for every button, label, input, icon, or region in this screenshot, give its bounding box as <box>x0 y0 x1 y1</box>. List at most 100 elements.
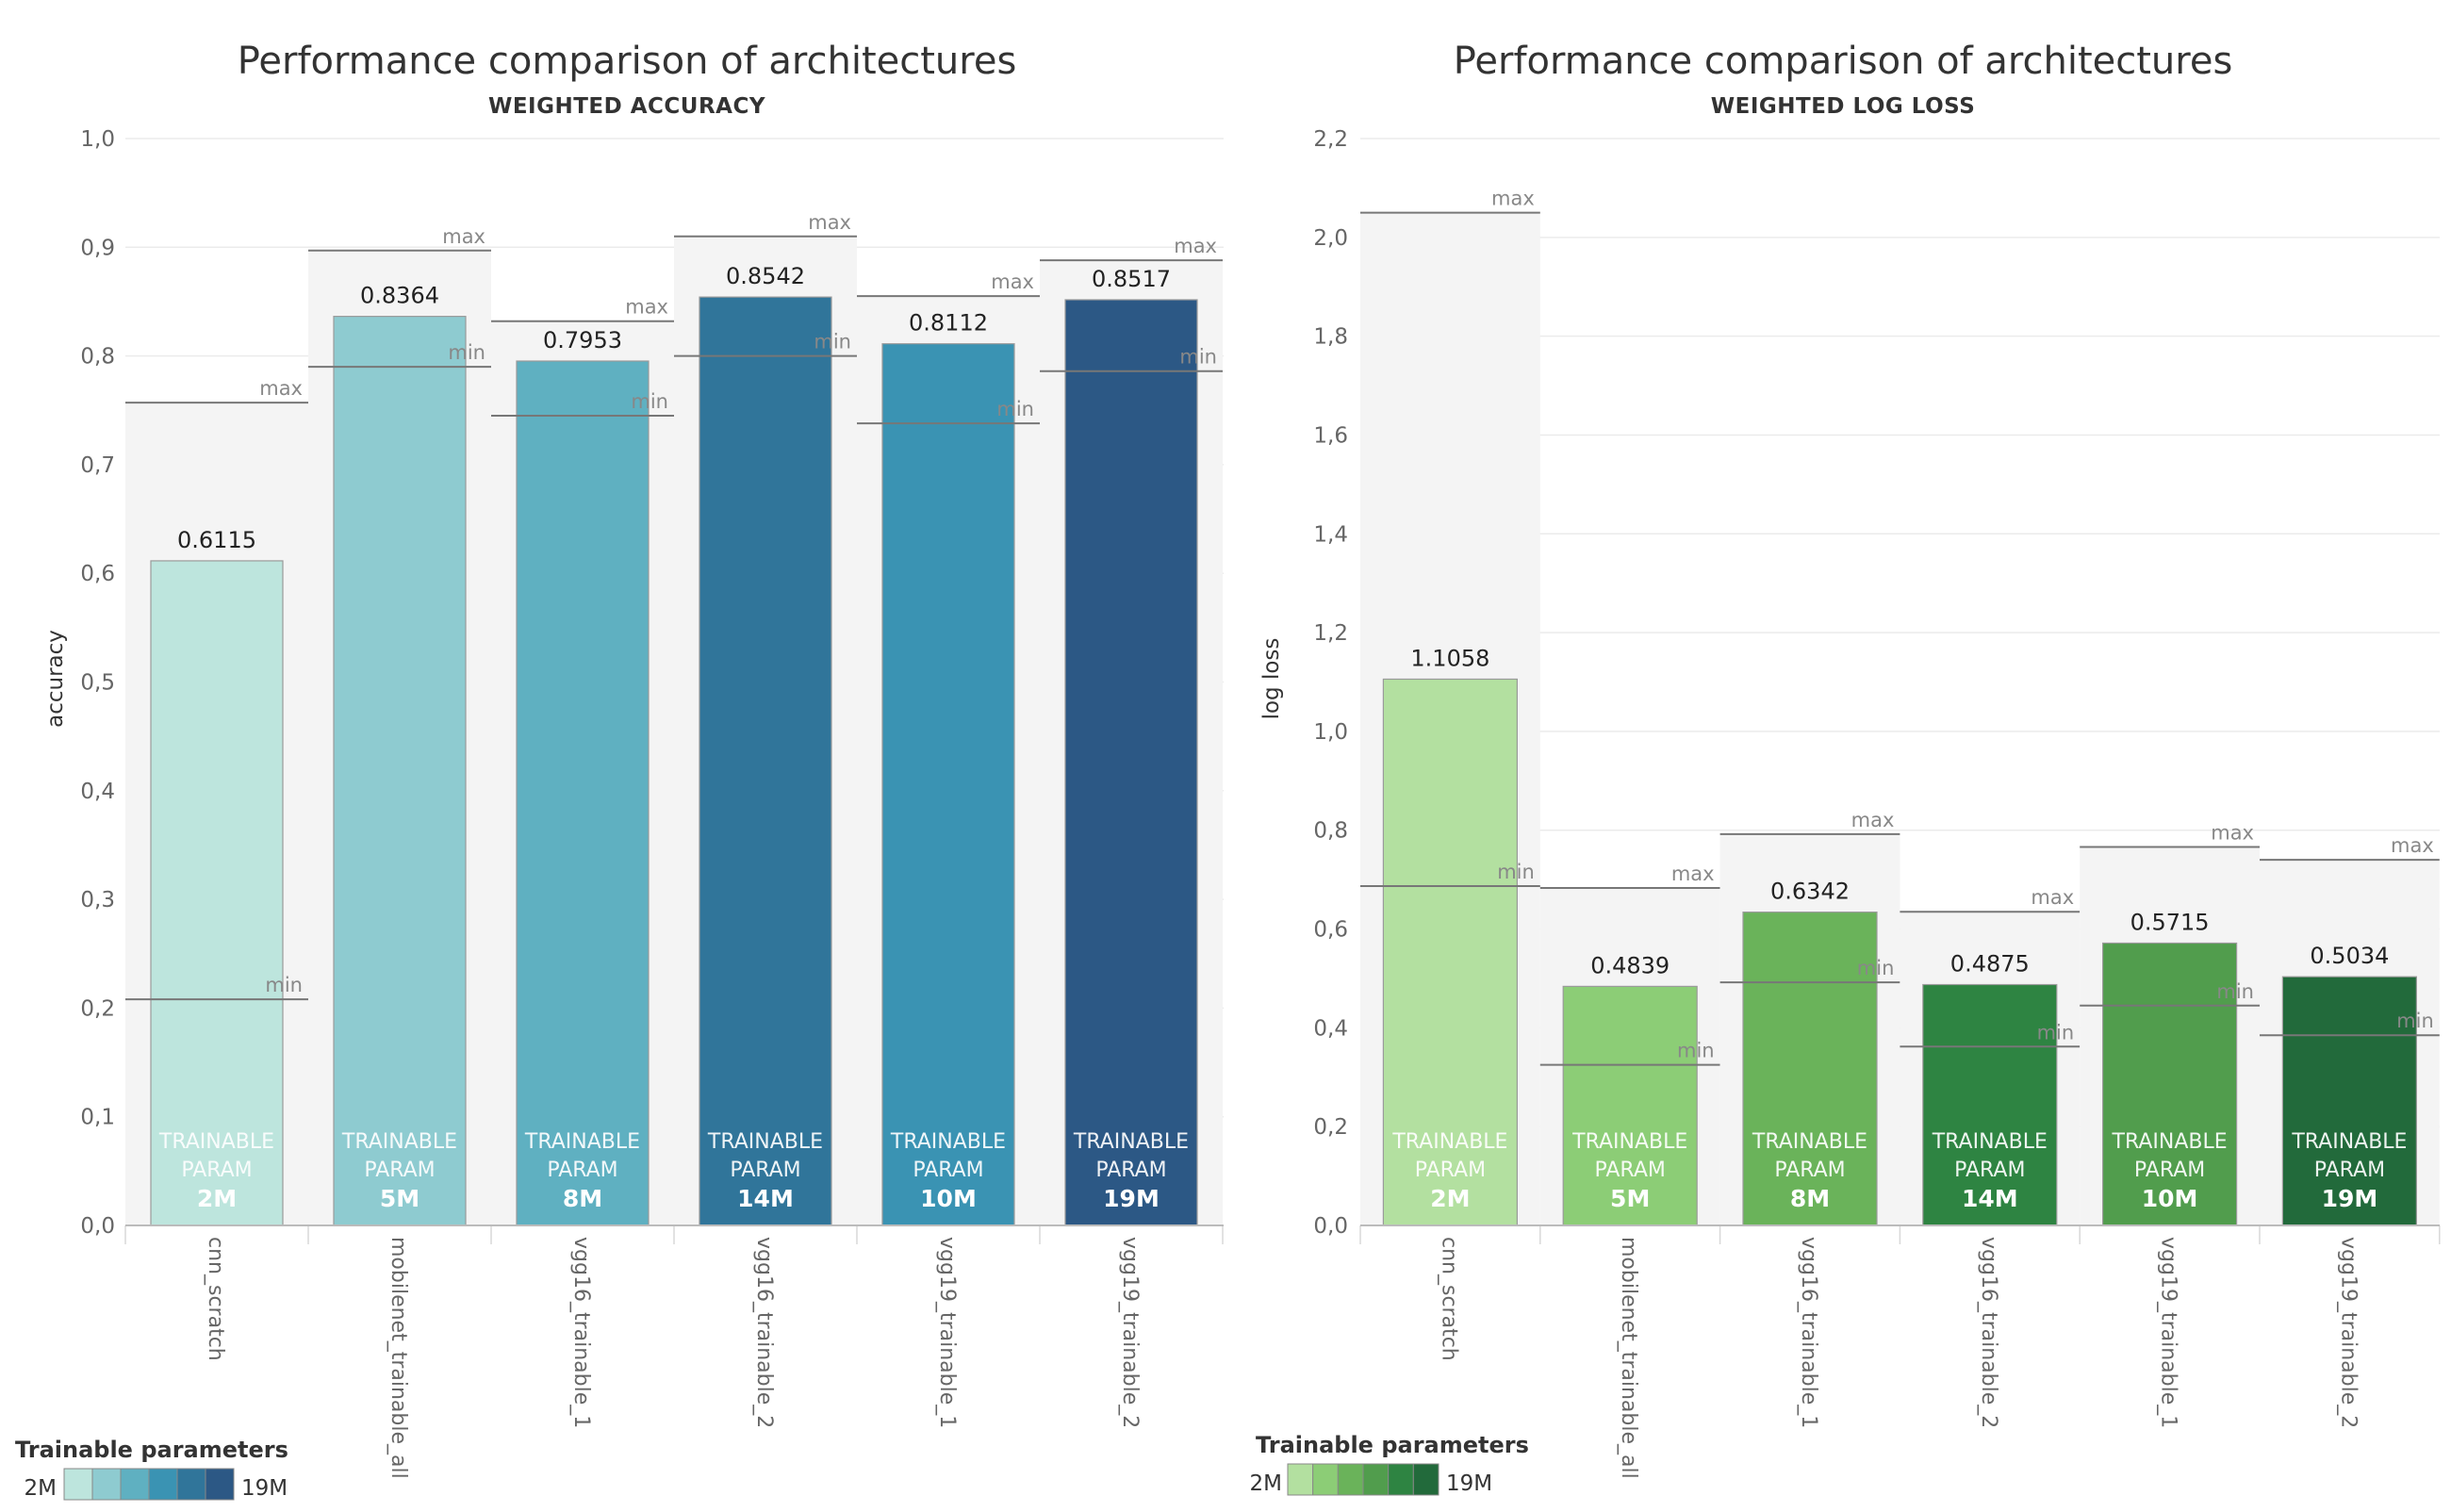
y-tick-label: 0,2 <box>80 996 115 1021</box>
legend-swatch <box>205 1468 235 1501</box>
y-tick-label: 1,4 <box>1313 522 1348 547</box>
min-label: min <box>1857 957 1895 979</box>
data-label: 0.8517 <box>1092 266 1171 292</box>
bar <box>2102 942 2238 1226</box>
min-label: min <box>2216 980 2254 1003</box>
x-axis-categories: cnn_scratch mobilenet_trainable_all vgg16_… <box>1437 1237 2360 1479</box>
bar <box>1064 299 1198 1226</box>
data-label: 0.8542 <box>726 263 805 289</box>
x-tick-label: vgg19_trainable_1 <box>2157 1237 2180 1428</box>
x-tick-label: mobilenet_trainable_all <box>1617 1237 1640 1479</box>
bar-inside-label: PARAM <box>1954 1159 2025 1182</box>
y-tick-label: 0,3 <box>80 888 115 912</box>
bar-inside-label: TRAINABLE <box>524 1130 640 1154</box>
x-tick-label: mobilenet_trainable_all <box>387 1237 410 1479</box>
y-tick-label: 0,8 <box>1313 819 1348 844</box>
max-label: max <box>1851 809 1895 831</box>
y-tick-label: 0,4 <box>80 780 115 804</box>
legend-min-label: 2M <box>25 1476 57 1501</box>
bar-param-value: 2M <box>1430 1185 1470 1212</box>
max-label: max <box>442 225 485 248</box>
data-label: 0.8112 <box>909 310 988 337</box>
bar-param-value: 14M <box>737 1185 794 1212</box>
bar-inside-label: PARAM <box>730 1159 800 1182</box>
bar-inside-label: PARAM <box>364 1159 435 1182</box>
max-label: max <box>808 211 851 234</box>
bar-inside-label: PARAM <box>2134 1159 2205 1182</box>
bar-inside-label: PARAM <box>181 1159 252 1182</box>
legend-max-label: 19M <box>1446 1471 1492 1496</box>
y-tick-label: 0,0 <box>1313 1214 1348 1239</box>
bar-inside-label: TRAINABLE <box>890 1130 1006 1154</box>
min-label: min <box>814 331 851 353</box>
legend-swatch <box>176 1468 206 1501</box>
bar-inside-label: PARAM <box>913 1159 983 1182</box>
legend-min-label: 2M <box>1250 1471 1282 1496</box>
min-label: min <box>1179 346 1217 369</box>
bar-inside-label: TRAINABLE <box>1752 1130 1867 1154</box>
bar-inside-label: TRAINABLE <box>707 1130 823 1154</box>
legend: Trainable parameters 2M 19M <box>15 1437 288 1501</box>
legend-swatch <box>1362 1463 1390 1496</box>
legend-max-label: 19M <box>241 1476 288 1501</box>
accuracy-chart: Performance comparison of architectures … <box>15 40 1224 1501</box>
legend-color-ramp <box>63 1468 235 1501</box>
bar-inside-label: TRAINABLE <box>1073 1130 1189 1154</box>
x-tick-label: vgg16_trainable_1 <box>569 1237 593 1428</box>
bar-inside-label: PARAM <box>1774 1159 1845 1182</box>
x-tick-label: vgg19_trainable_2 <box>1118 1237 1142 1428</box>
data-label: 0.4839 <box>1590 952 1670 978</box>
x-tick-label: cnn_scratch <box>1437 1237 1460 1361</box>
y-axis-label: accuracy <box>43 630 68 728</box>
min-label: min <box>996 398 1034 420</box>
legend-swatch <box>1312 1463 1339 1496</box>
min-label: min <box>2037 1021 2075 1044</box>
legend-title: Trainable parameters <box>15 1437 288 1463</box>
bar <box>1382 678 1519 1226</box>
bar-inside-label: PARAM <box>547 1159 617 1182</box>
legend-swatch <box>1388 1463 1414 1496</box>
chart-subtitle: WEIGHTED ACCURACY <box>488 94 765 119</box>
data-label: 0.7953 <box>543 327 622 353</box>
bar-param-value: 19M <box>2322 1185 2378 1212</box>
y-tick-label: 0,1 <box>80 1106 115 1130</box>
y-tick-label: 1,0 <box>80 127 115 152</box>
chart-title: Performance comparison of architectures <box>1454 40 2233 83</box>
legend-swatch <box>120 1468 150 1501</box>
legend-swatch <box>1412 1463 1439 1496</box>
bar <box>516 360 650 1226</box>
y-tick-label: 1,2 <box>1313 621 1348 646</box>
y-tick-label: 0,6 <box>1313 918 1348 943</box>
data-label: 0.8364 <box>360 283 439 309</box>
min-label: min <box>2396 1010 2434 1032</box>
plot-area: max min 1.1058 TRAINABLE PARAM 2M max min 0.4839… <box>1359 138 2441 1244</box>
legend-swatch <box>148 1468 178 1501</box>
bar <box>1562 985 1698 1226</box>
bar-inside-label: TRAINABLE <box>1391 1130 1507 1154</box>
min-label: min <box>448 341 485 364</box>
x-tick-label: vgg19_trainable_2 <box>2336 1237 2360 1428</box>
max-label: max <box>625 296 668 319</box>
legend-color-ramp <box>1287 1463 1439 1496</box>
bar-inside-label: TRAINABLE <box>1932 1130 2048 1154</box>
max-label: max <box>2031 886 2074 909</box>
y-tick-label: 1,6 <box>1313 423 1348 448</box>
y-axis-ticks: 0,0 0,1 0,2 0,3 0,4 0,5 0,6 0,7 0,8 0,9 1,0 <box>80 127 115 1239</box>
max-label: max <box>259 377 303 400</box>
bar-param-value: 10M <box>2142 1185 2198 1212</box>
max-label: max <box>991 271 1034 293</box>
data-label: 0.6115 <box>177 527 256 553</box>
bar-inside-label: PARAM <box>1595 1159 1666 1182</box>
max-label: max <box>1491 188 1535 210</box>
y-tick-label: 0,0 <box>80 1214 115 1239</box>
chart-title: Performance comparison of architectures <box>238 40 1017 83</box>
log-loss-chart: Performance comparison of architectures … <box>1250 40 2441 1496</box>
max-label: max <box>1174 235 1217 257</box>
y-tick-label: 1,8 <box>1313 325 1348 350</box>
bar <box>150 560 284 1226</box>
bar-param-value: 5M <box>380 1185 419 1212</box>
x-tick-label: vgg16_trainable_2 <box>1977 1237 2000 1428</box>
data-label: 0.5715 <box>2130 909 2210 935</box>
min-label: min <box>631 390 668 413</box>
